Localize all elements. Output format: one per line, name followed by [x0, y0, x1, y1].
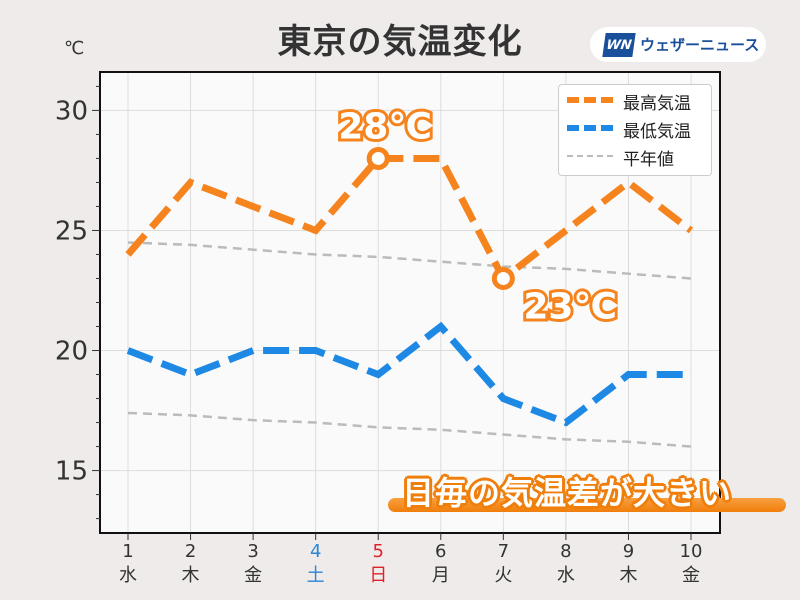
x-weekday-label: 水: [557, 565, 575, 586]
x-tick-label: 4: [310, 541, 321, 562]
x-tick-label: 5: [372, 541, 383, 562]
x-tick-label: 6: [435, 541, 446, 562]
x-weekday-label: 月: [432, 565, 450, 586]
series-line-0: [125, 154, 694, 284]
x-tick-label: 7: [498, 541, 509, 562]
y-tick-label: 20: [55, 337, 88, 367]
legend-item-normal: 平年値: [559, 143, 711, 171]
x-tick-label: 10: [680, 541, 703, 562]
legend-item-high: 最高気温: [559, 87, 711, 115]
x-tick-label: 9: [623, 541, 634, 562]
legend-swatch-low: [567, 125, 613, 131]
series-line-1: [126, 321, 691, 427]
legend-label-high: 最高気温: [623, 94, 691, 114]
annotation-marker: [366, 146, 390, 170]
legend-item-low: 最低気温: [559, 115, 711, 143]
series-line-3: [127, 411, 692, 448]
legend: 最高気温 最低気温 平年値: [558, 84, 712, 176]
headline-banner: 日毎の気温差が大きい: [388, 468, 786, 514]
x-weekday-label: 日: [369, 565, 387, 586]
logo-text: ウェザーニュース: [640, 36, 760, 54]
y-axis-unit: ℃: [64, 38, 85, 59]
weathernews-logo: WN ウェザーニュース: [590, 27, 766, 62]
y-tick-label: 15: [55, 457, 88, 487]
annotation-marker: [491, 266, 515, 290]
x-tick-label: 1: [122, 541, 133, 562]
series-line-2: [127, 241, 692, 280]
x-weekday-label: 火: [494, 565, 512, 586]
legend-label-normal: 平年値: [623, 150, 674, 170]
chart-title: 東京の気温変化: [277, 22, 523, 62]
annotation-label: 23℃: [523, 286, 617, 327]
legend-label-low: 最低気温: [623, 122, 691, 142]
y-tick-label: 25: [55, 216, 88, 246]
x-weekday-label: 金: [682, 565, 700, 586]
x-tick-label: 8: [560, 541, 571, 562]
annotation-label: 28℃: [338, 106, 432, 147]
banner-text: 日毎の気温差が大きい: [402, 474, 733, 512]
y-tick-label: 30: [55, 96, 88, 126]
x-weekday-label: 土: [307, 565, 325, 586]
logo-mark: WN: [602, 32, 636, 57]
x-tick-label: 3: [247, 541, 258, 562]
x-weekday-label: 木: [619, 565, 637, 586]
x-weekday-label: 金: [244, 565, 262, 586]
legend-swatch-normal: [567, 155, 613, 157]
x-weekday-label: 木: [182, 565, 200, 586]
x-weekday-label: 水: [119, 565, 137, 586]
banner-bar: [388, 498, 786, 512]
legend-swatch-high: [567, 97, 613, 103]
x-tick-label: 2: [185, 541, 196, 562]
